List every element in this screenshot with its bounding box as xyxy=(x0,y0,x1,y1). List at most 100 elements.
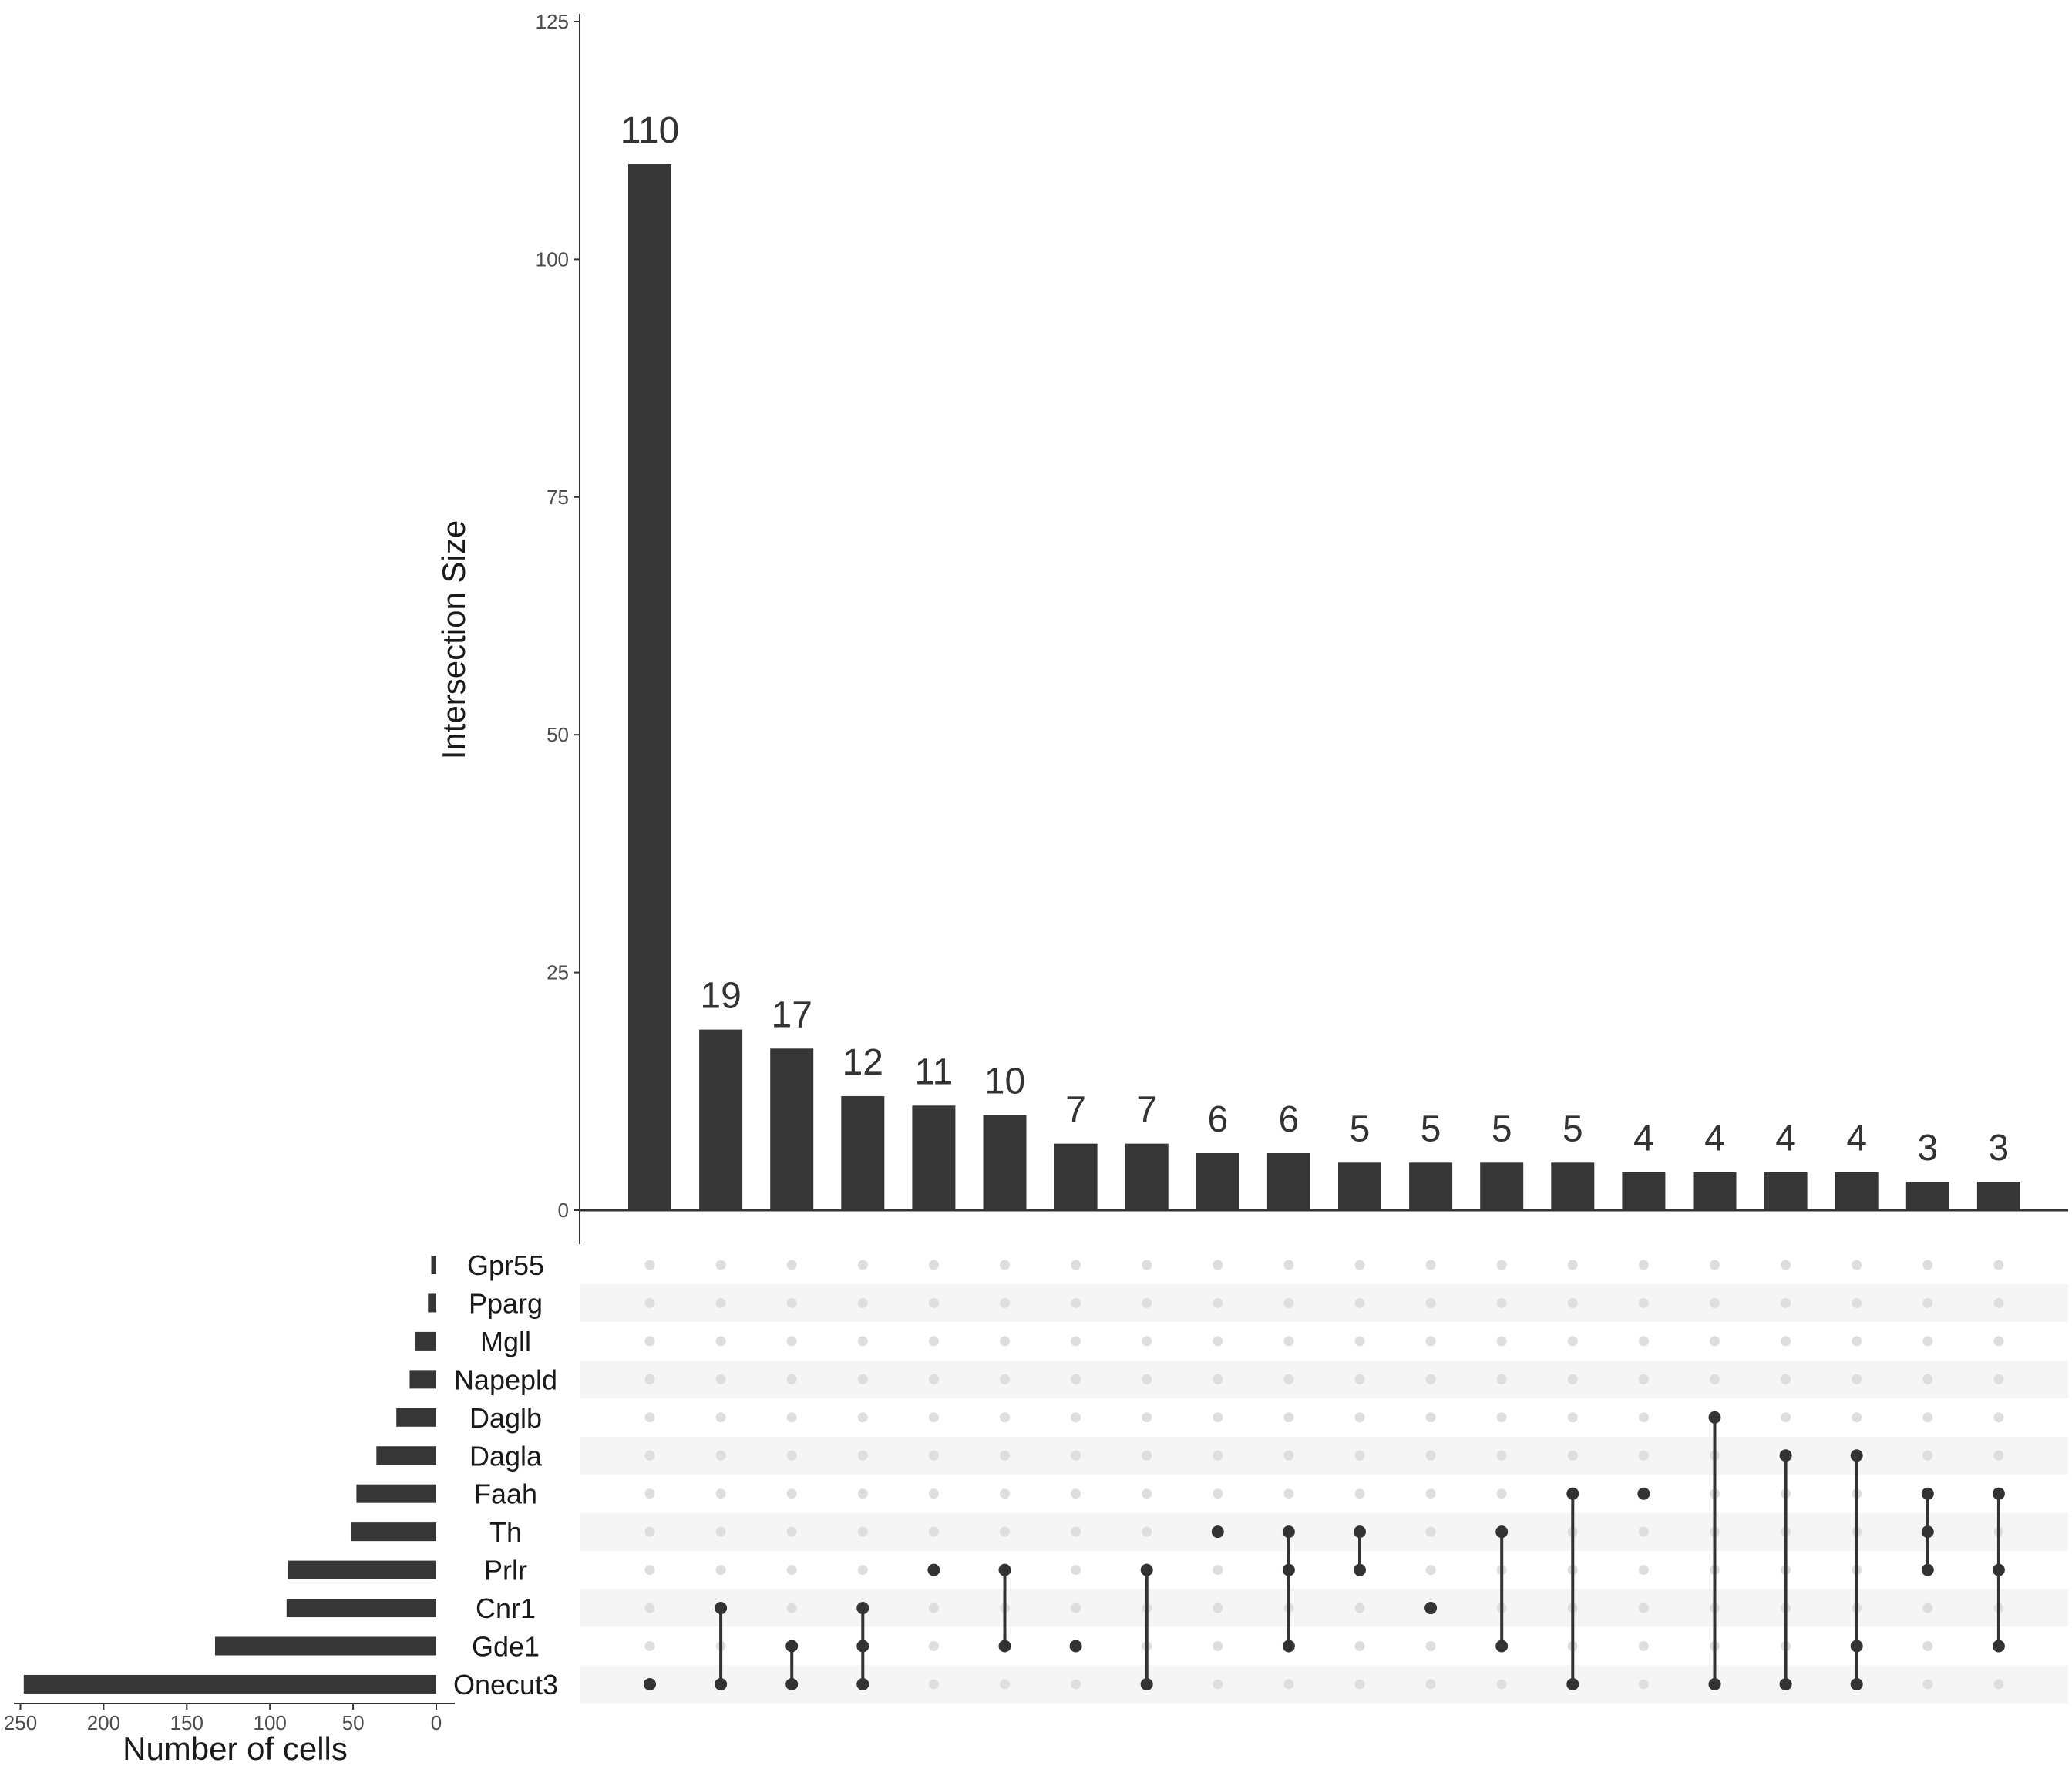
matrix-dot-inactive xyxy=(644,1450,655,1461)
set-size-axis-title: Number of cells xyxy=(123,1731,348,1767)
matrix-dot-inactive xyxy=(1283,1297,1294,1308)
matrix-dot-inactive xyxy=(1567,1412,1578,1423)
matrix-dot-active xyxy=(715,1677,728,1690)
matrix-stripe xyxy=(580,1589,2068,1627)
matrix-dot-inactive xyxy=(1425,1641,1436,1651)
matrix-dot-inactive xyxy=(1710,1297,1720,1308)
set-size-axis-tick-label: 50 xyxy=(342,1711,365,1734)
matrix-dot-inactive xyxy=(1213,1603,1223,1613)
matrix-stripe xyxy=(580,1283,2068,1322)
matrix-dot-inactive xyxy=(1993,1297,2004,1308)
matrix-dot-inactive xyxy=(1496,1297,1507,1308)
set-label: Napepld xyxy=(454,1364,557,1395)
matrix-dot-active xyxy=(1779,1677,1792,1690)
matrix-dot-inactive xyxy=(1283,1679,1294,1690)
matrix-dot-inactive xyxy=(1000,1526,1010,1537)
bar-value-label: 19 xyxy=(700,976,741,1017)
set-size-bar xyxy=(409,1370,436,1389)
matrix-dot-inactive xyxy=(1283,1488,1294,1499)
matrix-dot-active xyxy=(1282,1563,1295,1576)
matrix-dot-inactive xyxy=(1071,1412,1081,1423)
matrix-dot-inactive xyxy=(715,1488,726,1499)
matrix-dot-inactive xyxy=(1000,1450,1010,1461)
intersection-bar xyxy=(628,164,671,1210)
set-size-axis-tick-label: 250 xyxy=(4,1711,37,1734)
matrix-dot-active xyxy=(1354,1563,1366,1576)
intersection-bar xyxy=(1693,1172,1737,1210)
matrix-dot-inactive xyxy=(1071,1526,1081,1537)
matrix-dot-inactive xyxy=(1638,1526,1649,1537)
matrix-dot-inactive xyxy=(1142,1488,1152,1499)
matrix-dot-inactive xyxy=(1354,1297,1365,1308)
bar-value-label: 5 xyxy=(1421,1108,1441,1149)
matrix-dot-inactive xyxy=(1638,1603,1649,1613)
intersection-bar xyxy=(1622,1172,1666,1210)
matrix-dot-inactive xyxy=(1781,1336,1791,1347)
matrix-dot-inactive xyxy=(644,1297,655,1308)
set-label: Faah xyxy=(474,1478,537,1510)
matrix-dot-inactive xyxy=(1283,1450,1294,1461)
matrix-dot-active xyxy=(1282,1640,1295,1653)
matrix-grid xyxy=(644,1260,2005,1690)
matrix-dot-inactive xyxy=(1922,1297,1933,1308)
matrix-dot-active xyxy=(1921,1563,1934,1576)
matrix-dot-inactive xyxy=(928,1260,939,1270)
matrix-dot-inactive xyxy=(1425,1412,1436,1423)
matrix-dot-inactive xyxy=(1567,1336,1578,1347)
set-size-bar xyxy=(431,1256,436,1274)
set-size-bar xyxy=(356,1484,436,1503)
set-size-axis-tick-label: 0 xyxy=(431,1711,442,1734)
matrix-dot-inactive xyxy=(644,1336,655,1347)
matrix-dot-inactive xyxy=(644,1526,655,1537)
matrix-dot-inactive xyxy=(1425,1488,1436,1499)
matrix-dot-inactive xyxy=(1781,1260,1791,1270)
matrix-dot-inactive xyxy=(1425,1297,1436,1308)
matrix-dot-inactive xyxy=(928,1488,939,1499)
matrix-dot-inactive xyxy=(1638,1336,1649,1347)
intersection-axis-tick-label: 0 xyxy=(558,1199,569,1222)
set-label: Daglb xyxy=(469,1402,542,1434)
matrix-dot-active xyxy=(1566,1487,1579,1500)
matrix-dot-inactive xyxy=(1000,1260,1010,1270)
set-label: Th xyxy=(489,1516,522,1548)
bar-value-label: 4 xyxy=(1704,1118,1725,1159)
matrix-dot-inactive xyxy=(1781,1374,1791,1384)
matrix-dot-inactive xyxy=(1213,1641,1223,1651)
matrix-dot-inactive xyxy=(1425,1374,1436,1384)
intersection-bar xyxy=(1764,1172,1808,1210)
bar-value-label: 5 xyxy=(1562,1108,1583,1149)
set-size-axis-tick-label: 200 xyxy=(87,1711,120,1734)
intersection-bar xyxy=(1551,1162,1595,1210)
intersection-bar xyxy=(1976,1181,2020,1210)
matrix-dot-inactive xyxy=(1425,1260,1436,1270)
matrix-dot-inactive xyxy=(1496,1488,1507,1499)
intersection-bar xyxy=(1196,1152,1240,1210)
set-size-bars xyxy=(23,1256,437,1694)
matrix-dot-inactive xyxy=(1071,1679,1081,1690)
set-label: Prlr xyxy=(484,1555,527,1586)
matrix-dot-inactive xyxy=(715,1412,726,1423)
matrix-dot-inactive xyxy=(1071,1297,1081,1308)
matrix-dot-inactive xyxy=(1213,1412,1223,1423)
matrix-dot-inactive xyxy=(1213,1297,1223,1308)
matrix-dot-inactive xyxy=(928,1603,939,1613)
intersection-bar xyxy=(770,1048,814,1210)
matrix-dot-inactive xyxy=(928,1412,939,1423)
matrix-dot-inactive xyxy=(1496,1260,1507,1270)
matrix-dot-inactive xyxy=(1354,1412,1365,1423)
matrix-dot-inactive xyxy=(1638,1450,1649,1461)
intersection-bar xyxy=(1409,1162,1453,1210)
matrix-dot-inactive xyxy=(1638,1679,1649,1690)
set-size-bar xyxy=(376,1446,436,1465)
matrix-dot-inactive xyxy=(857,1412,868,1423)
matrix-dot-inactive xyxy=(928,1450,939,1461)
set-label: Gde1 xyxy=(472,1631,540,1663)
matrix-dot-inactive xyxy=(1000,1679,1010,1690)
set-label: Pparg xyxy=(469,1287,543,1319)
matrix-dot-inactive xyxy=(644,1260,655,1270)
matrix-stripe xyxy=(580,1436,2068,1475)
set-size-bar xyxy=(288,1560,436,1579)
matrix-dot-active xyxy=(1992,1487,2005,1500)
bar-value-label: 5 xyxy=(1350,1108,1371,1149)
